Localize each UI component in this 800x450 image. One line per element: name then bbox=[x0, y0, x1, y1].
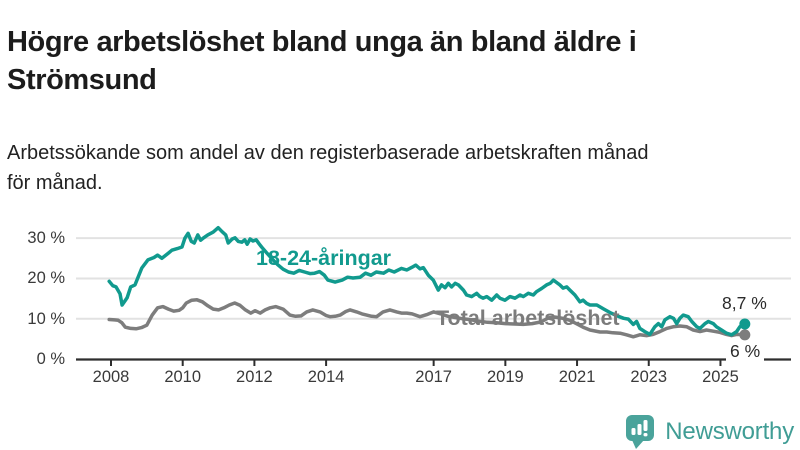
x-tick-label: 2017 bbox=[415, 368, 452, 386]
total-series-end-dot bbox=[739, 329, 751, 341]
x-tick-label: 2014 bbox=[307, 368, 345, 386]
page-title: Högre arbetslöshet bland unga än bland ä… bbox=[7, 26, 637, 97]
x-tick-label: 2010 bbox=[164, 368, 202, 386]
end-value-label-youth: 8,7 % bbox=[722, 293, 767, 313]
series-label-youth: 18-24-åringar bbox=[256, 246, 392, 270]
total-unemployment-line bbox=[107, 298, 747, 339]
end-value-label-total: 6 % bbox=[726, 342, 765, 361]
x-tick-label: 2023 bbox=[630, 368, 668, 386]
y-tick-label: 20 % bbox=[27, 269, 65, 288]
x-tick-label: 2008 bbox=[92, 368, 130, 386]
youth-series-end-dot bbox=[739, 318, 751, 330]
y-tick-label: 0 % bbox=[36, 350, 65, 368]
youth-unemployment-line bbox=[107, 225, 747, 337]
newsworthy-bubble-icon bbox=[626, 415, 655, 449]
chart-subtitle: Arbetssökande som andel av den registerb… bbox=[7, 142, 649, 194]
newsworthy-logo[interactable]: Newsworthy bbox=[625, 414, 794, 450]
series-label-total: Total arbetslöshet bbox=[436, 306, 620, 330]
y-tick-label: 30 % bbox=[27, 229, 65, 248]
x-tick-label: 2021 bbox=[558, 368, 596, 386]
y-tick-label: 10 % bbox=[27, 309, 65, 328]
x-tick-label: 2025 bbox=[702, 368, 739, 386]
x-tick-label: 2012 bbox=[236, 368, 273, 386]
x-tick-label: 2019 bbox=[486, 368, 524, 386]
newsworthy-wordmark: Newsworthy bbox=[665, 418, 794, 445]
